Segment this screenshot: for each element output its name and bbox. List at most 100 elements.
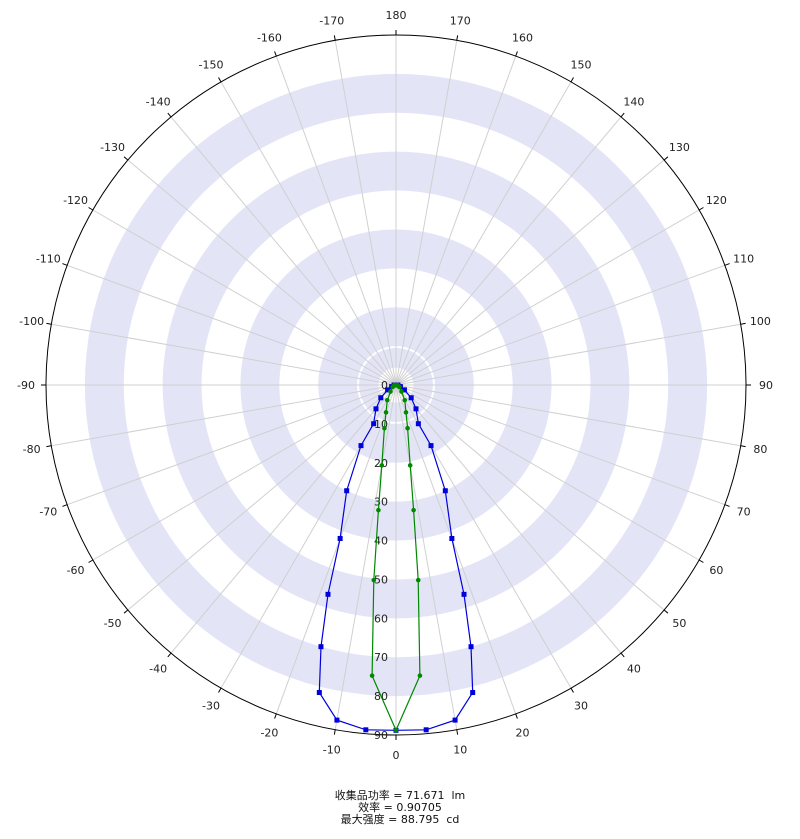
radial-tick-label: 40: [374, 535, 388, 548]
series-point: [395, 382, 400, 388]
angle-spoke: [170, 116, 397, 386]
angle-spoke: [395, 55, 517, 386]
angle-tick-label: 130: [669, 141, 690, 154]
angle-tick-label: -80: [23, 443, 41, 456]
series-point: [468, 644, 474, 650]
angle-tick-label: -60: [67, 564, 85, 577]
angle-tick-label: 90: [759, 379, 773, 392]
outer-tick: [167, 652, 172, 658]
series-point: [369, 673, 375, 678]
angle-tick-labels: 0 10 20 30 40 50 60 70 80 90 100 110 120 130 140 150 160…: [17, 9, 773, 762]
outer-tick: [620, 652, 625, 658]
angle-tick-label: -50: [104, 617, 122, 630]
series-point: [411, 507, 416, 513]
angle-tick-label: -130: [100, 141, 125, 154]
series-point: [316, 690, 322, 696]
radial-tick-label: 60: [374, 612, 388, 625]
outer-tick: [88, 559, 94, 563]
angle-tick-label: -70: [39, 506, 57, 519]
outer-ring: [41, 30, 751, 740]
series-point: [344, 488, 350, 494]
radial-tick-label: 30: [374, 496, 388, 509]
angle-spoke: [51, 384, 397, 447]
series-point: [318, 644, 324, 650]
series-group: [316, 382, 476, 733]
angle-spoke: [66, 264, 397, 386]
angle-tick-label: 150: [571, 59, 592, 72]
outer-tick: [698, 559, 704, 563]
outer-tick: [724, 504, 730, 507]
angle-spoke: [395, 384, 700, 561]
angle-spoke: [395, 159, 665, 386]
outer-tick: [274, 51, 277, 57]
outer-tick: [123, 609, 129, 614]
outer-tick: [570, 77, 574, 83]
angle-spoke: [395, 384, 458, 730]
outer-tick: [515, 713, 518, 719]
series-point: [382, 425, 387, 431]
series-point: [379, 463, 385, 468]
outer-tick: [698, 207, 704, 211]
angle-tick-label: -150: [199, 59, 224, 72]
series-point: [403, 410, 409, 415]
angle-spoke: [66, 384, 397, 506]
summary-efficiency: 效率 = 0.90705: [358, 801, 442, 814]
angle-tick-label: 50: [672, 617, 686, 630]
series-point: [393, 728, 399, 733]
angle-spoke: [275, 384, 397, 715]
angle-spoke: [51, 323, 397, 386]
series-point: [415, 577, 421, 583]
series-point: [402, 397, 408, 403]
outer-tick: [218, 77, 222, 83]
outer-tick: [456, 729, 459, 735]
outer-tick: [333, 729, 336, 735]
angle-spoke: [334, 384, 397, 730]
series-point: [371, 577, 377, 583]
angle-tick-label: 100: [750, 315, 771, 328]
angle-spoke: [127, 384, 397, 611]
angle-spoke: [395, 384, 726, 506]
radial-tick-label: 70: [374, 651, 388, 664]
angle-spoke: [395, 384, 517, 715]
outer-tick: [46, 322, 52, 325]
summary-block: 收集品功率 = 71.671 lm 效率 = 0.90705 最大强度 = 88…: [0, 790, 800, 826]
angle-spoke: [127, 159, 397, 386]
angle-tick-label: -10: [323, 743, 341, 756]
series-point: [401, 387, 407, 393]
angle-spoke: [170, 384, 397, 654]
series-point: [334, 717, 340, 723]
angle-tick-label: 60: [709, 564, 723, 577]
angle-spoke: [395, 209, 700, 386]
series-point: [384, 397, 390, 403]
outer-tick: [62, 263, 68, 266]
angle-spoke: [395, 384, 741, 447]
angle-tick-label: -170: [319, 15, 344, 28]
angle-spoke: [395, 81, 572, 386]
series-point: [363, 727, 369, 733]
outer-tick: [62, 504, 68, 507]
angle-tick-label: -40: [149, 662, 167, 675]
series-point: [428, 443, 434, 449]
series-point: [383, 410, 389, 415]
angle-tick-label: 70: [737, 506, 751, 519]
series-point: [388, 389, 393, 394]
angle-spoke: [334, 40, 397, 386]
outer-tick: [218, 687, 222, 693]
angle-spoke: [92, 384, 397, 561]
angle-tick-label: -160: [257, 31, 282, 44]
outer-tick: [740, 445, 746, 448]
outer-tick: [740, 322, 746, 325]
outer-tick: [456, 35, 459, 41]
angle-tick-label: -90: [17, 379, 35, 392]
outer-tick: [167, 112, 172, 118]
outer-tick: [88, 207, 94, 211]
series-point: [358, 443, 364, 449]
series-point: [470, 690, 476, 696]
series-point: [423, 727, 429, 733]
angle-spoke: [395, 116, 622, 386]
series-point: [449, 535, 455, 541]
radial-tick-label: 50: [374, 573, 388, 586]
angle-spoke: [395, 384, 665, 611]
series-point: [371, 421, 377, 427]
